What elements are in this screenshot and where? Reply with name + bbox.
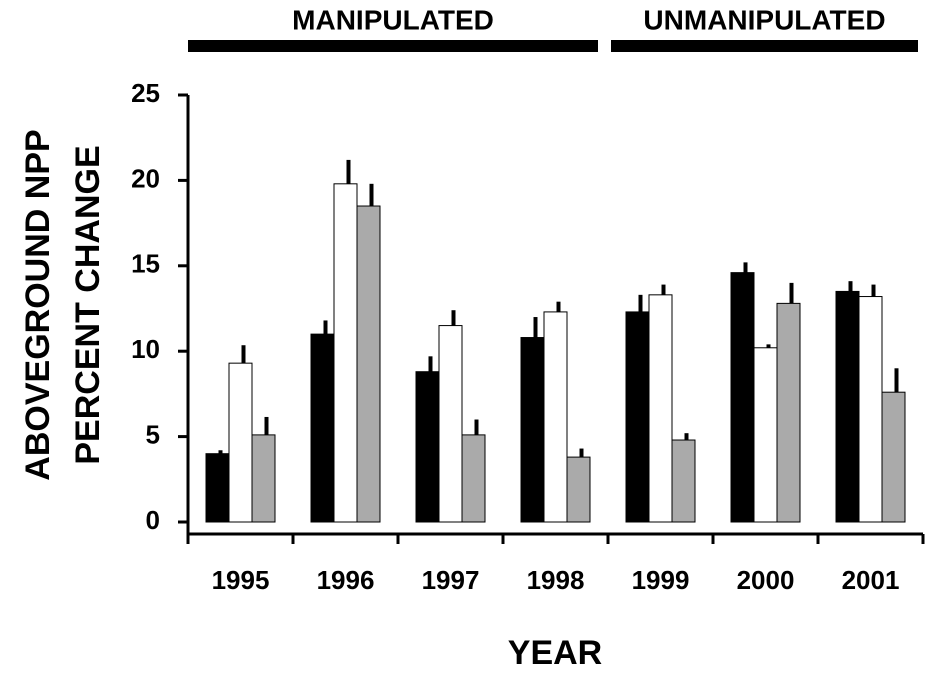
- group-bar: [611, 40, 918, 52]
- bar: [835, 290, 860, 523]
- bar: [776, 302, 801, 523]
- bar: [356, 205, 381, 523]
- x-tick-label: 1997: [422, 565, 480, 595]
- bar: [310, 333, 335, 523]
- bar: [205, 453, 230, 523]
- x-tick-label: 1996: [317, 565, 375, 595]
- x-tick-label: 1995: [212, 565, 270, 595]
- x-axis-title: YEAR: [508, 634, 602, 672]
- bar: [730, 272, 755, 523]
- bar: [543, 311, 568, 523]
- bar: [333, 183, 358, 523]
- y-tick-label: 25: [131, 78, 160, 108]
- bar: [461, 434, 486, 523]
- bar: [415, 371, 440, 523]
- y-tick-label: 10: [131, 334, 160, 364]
- bar: [858, 296, 883, 523]
- bar: [625, 311, 650, 523]
- bar: [648, 294, 673, 523]
- bar: [566, 456, 591, 523]
- group-label: MANIPULATED: [292, 4, 494, 35]
- group-bar: [188, 40, 598, 52]
- x-tick-label: 1999: [632, 565, 690, 595]
- x-tick-label: 2000: [737, 565, 795, 595]
- y-axis-title-line: PERCENT CHANGE: [69, 145, 107, 464]
- bar: [228, 362, 253, 523]
- y-tick-label: 0: [146, 505, 160, 535]
- bar: [520, 337, 545, 523]
- x-tick-label: 2001: [842, 565, 900, 595]
- bar: [251, 434, 276, 523]
- bar: [438, 325, 463, 523]
- y-axis-title: ABOVEGROUND NPP PERCENT CHANGE: [19, 129, 107, 480]
- bar: [753, 347, 778, 523]
- x-tick-label: 1998: [527, 565, 585, 595]
- group-label: UNMANIPULATED: [643, 4, 885, 35]
- y-tick-label: 15: [131, 249, 160, 279]
- y-axis-title-line: ABOVEGROUND NPP: [19, 129, 57, 480]
- bar: [671, 439, 696, 523]
- y-tick-label: 5: [146, 419, 160, 449]
- y-tick-label: 20: [131, 163, 160, 193]
- bar: [881, 391, 906, 523]
